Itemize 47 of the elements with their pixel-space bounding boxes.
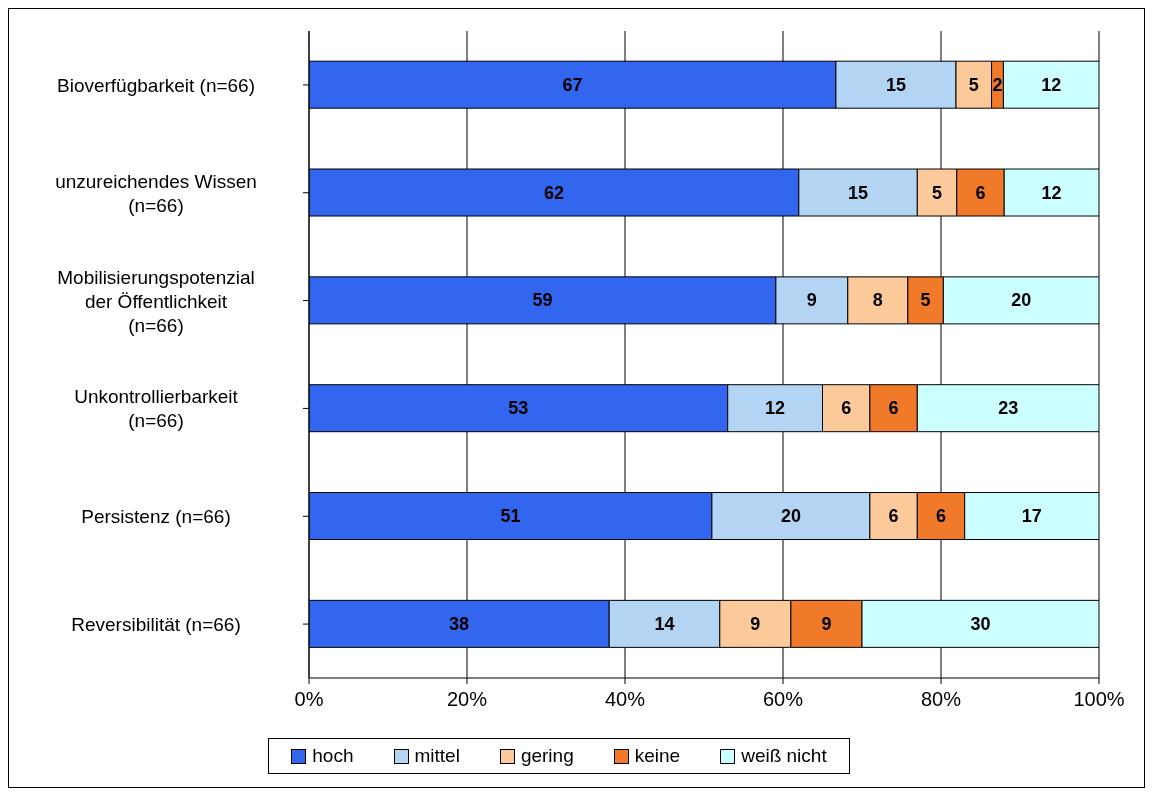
x-tick-label: 0% (294, 688, 324, 711)
legend-label: gering (519, 745, 574, 767)
data-label: 12 (765, 398, 786, 419)
data-label: 6 (975, 182, 986, 203)
data-label: 6 (935, 506, 947, 527)
y-tick-label: unzureichendes Wissen (n=66) (55, 170, 257, 216)
x-tick-label: 20% (446, 688, 488, 711)
data-label: 6 (888, 398, 899, 419)
data-label: 2 (992, 74, 1003, 95)
data-label: 6 (841, 398, 852, 419)
data-label: 9 (806, 290, 817, 311)
data-label: 14 (654, 613, 675, 634)
data-label: 5 (932, 182, 943, 203)
y-tick-label: Persistenz (n=66) (81, 505, 231, 527)
data-label: 5 (920, 290, 931, 311)
data-label: 15 (885, 74, 906, 95)
data-label: 5 (968, 74, 979, 95)
x-tick-label: 40% (604, 688, 646, 711)
data-label: 6 (888, 506, 899, 527)
x-tick-label: 60% (762, 688, 804, 711)
data-label: 53 (508, 398, 529, 419)
legend-label: hoch (311, 745, 354, 767)
data-label: 9 (821, 613, 832, 634)
data-label: 62 (543, 182, 564, 203)
y-tick-label: Unkontrollierbarkeit (n=66) (74, 385, 239, 431)
data-label: 20 (1011, 290, 1032, 311)
data-label: 38 (449, 613, 470, 634)
data-label: 51 (500, 506, 521, 527)
data-label: 12 (1041, 182, 1062, 203)
legend-label: keine (633, 745, 681, 767)
data-label: 15 (848, 182, 869, 203)
x-tick-label: 100% (1073, 688, 1125, 711)
data-label: 59 (532, 290, 553, 311)
legend-label: mittel (413, 745, 460, 767)
data-label: 8 (872, 290, 883, 311)
data-label: 20 (780, 506, 801, 527)
y-tick-label: Mobilisierungspotenzial der Öffentlichkeit (n=66) (57, 266, 255, 336)
legend-label: weiß nicht (740, 745, 827, 767)
data-label: 23 (998, 398, 1019, 419)
data-label: 67 (562, 74, 583, 95)
y-tick-label: Bioverfügbarkeit (n=66) (56, 74, 256, 96)
data-label: 12 (1041, 74, 1062, 95)
data-label: 17 (1021, 506, 1042, 527)
data-label: 9 (750, 613, 761, 634)
y-tick-label: Reversibilität (n=66) (71, 613, 241, 635)
x-tick-label: 80% (920, 688, 962, 711)
data-label: 30 (970, 613, 991, 634)
